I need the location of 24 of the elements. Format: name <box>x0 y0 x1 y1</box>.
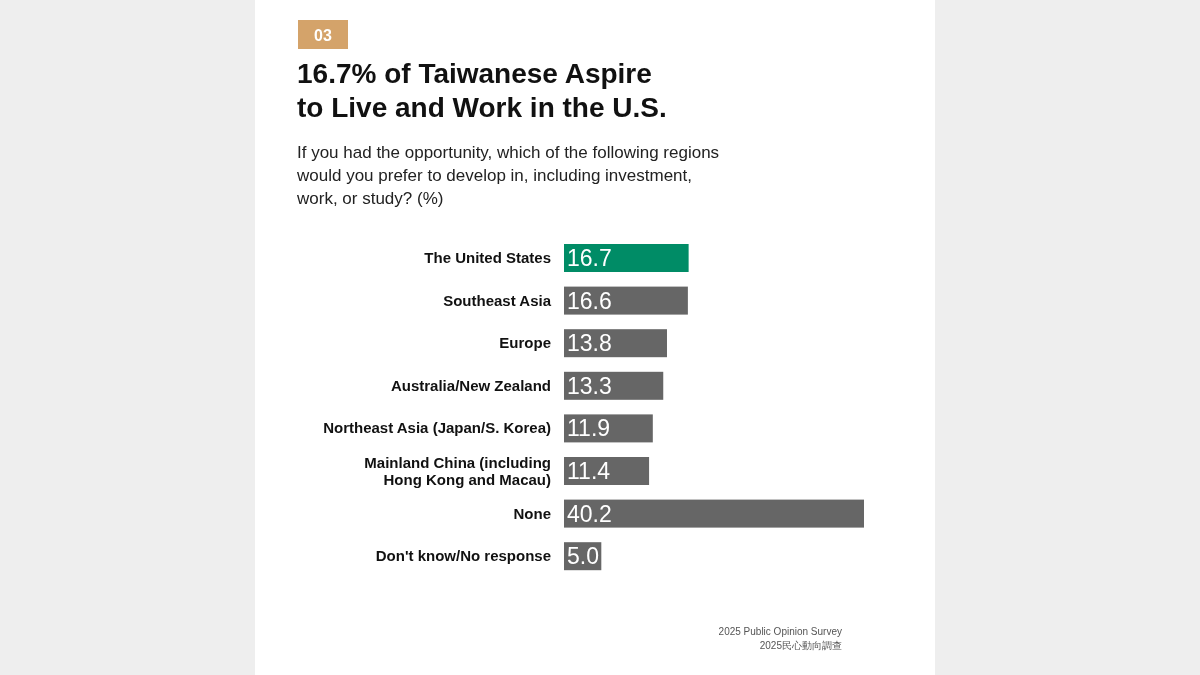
data-label: 13.3 <box>567 372 612 399</box>
y-tick-label: Mainland China (including Hong Kong and Macau) <box>364 453 551 488</box>
data-label: 11.4 <box>567 458 611 484</box>
data-label: 11.9 <box>567 415 611 442</box>
data-label: 16.6 <box>567 287 612 314</box>
text: 03 <box>314 27 332 44</box>
chart-subtitle: If you had the opportunity, which of the following regions would you prefer to develop in, including investment, work, or study? (%) <box>296 143 720 208</box>
y-tick-label: Europe <box>499 334 551 352</box>
y-tick-label: Don't know/No response <box>375 547 551 565</box>
y-tick-label: Southeast Asia <box>443 291 552 309</box>
data-label: 5.0 <box>567 543 599 570</box>
y-tick-label: The United States <box>424 249 551 266</box>
chart-title: 16.7% of Taiwanese Aspire to Live and Work in the U.S. <box>297 58 667 123</box>
bar <box>564 286 688 315</box>
bar <box>564 499 864 528</box>
bar <box>564 244 689 272</box>
data-label: 40.2 <box>567 500 612 527</box>
text: 2025民心動向調查 <box>759 640 842 651</box>
y-tick-label: Australia/New Zealand <box>390 376 551 394</box>
y-tick-label: None <box>513 504 551 522</box>
y-tick-label: Northeast Asia (Japan/S. Korea) <box>323 419 551 437</box>
text: 2025 Public Opinion Survey <box>718 626 842 637</box>
data-label: 16.7 <box>567 245 612 271</box>
data-label: 13.8 <box>567 330 612 357</box>
